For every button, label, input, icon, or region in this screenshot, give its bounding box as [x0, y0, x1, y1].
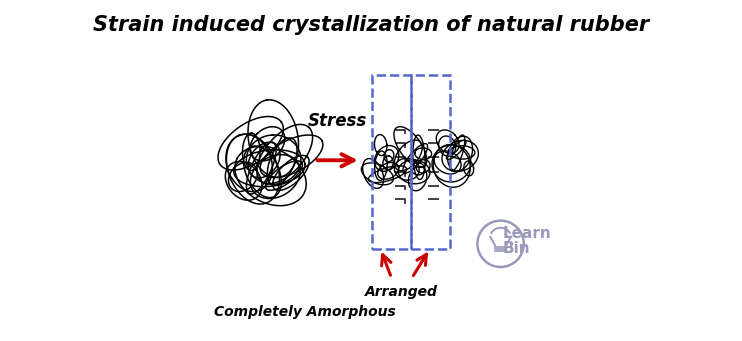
Text: Learn: Learn	[502, 226, 551, 241]
Text: Strain induced crystallization of natural rubber: Strain induced crystallization of natura…	[93, 15, 649, 35]
Bar	[372, 75, 411, 249]
Text: Stress: Stress	[307, 112, 367, 130]
Text: Arranged: Arranged	[365, 284, 438, 299]
Bar	[411, 75, 450, 249]
Text: Bin: Bin	[502, 241, 530, 256]
Text: Completely Amorphous: Completely Amorphous	[214, 305, 396, 319]
